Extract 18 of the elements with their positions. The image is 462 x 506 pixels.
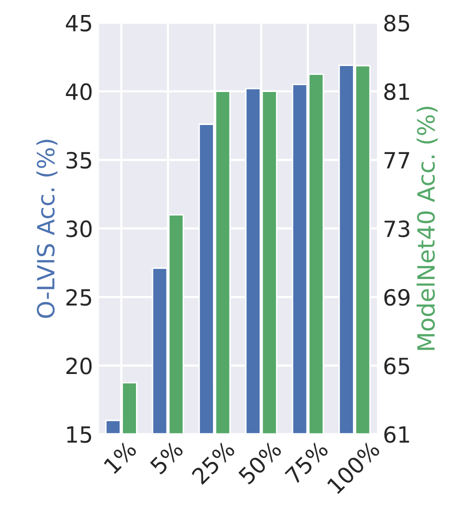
y-tick-label: 35: [66, 152, 92, 169]
y-axis-title: O-LVIS Acc. (%): [36, 140, 58, 318]
y-tick-label: 25: [66, 288, 92, 306]
y-tick-label: 15: [67, 426, 92, 443]
y-tick-label: 40: [66, 83, 92, 100]
y-tick-label: 30: [66, 220, 92, 238]
y2-tick-label: 77: [384, 152, 410, 168]
y2-axis-title: ModelNet40 Acc. (%): [416, 106, 438, 350]
y2-tick-label: 61: [384, 426, 409, 443]
y2-tick-label: 81: [384, 83, 409, 100]
y-tick-label: 45: [66, 15, 92, 32]
y2-tick-label: 69: [384, 288, 410, 306]
y-tick-label: 20: [66, 358, 92, 374]
x-tick-label: 5%: [149, 440, 184, 475]
y2-tick-label: 85: [384, 14, 410, 32]
x-tick-label: 1%: [103, 440, 138, 474]
y2-tick-label: 73: [384, 220, 410, 238]
y2-tick-label: 65: [384, 358, 410, 374]
